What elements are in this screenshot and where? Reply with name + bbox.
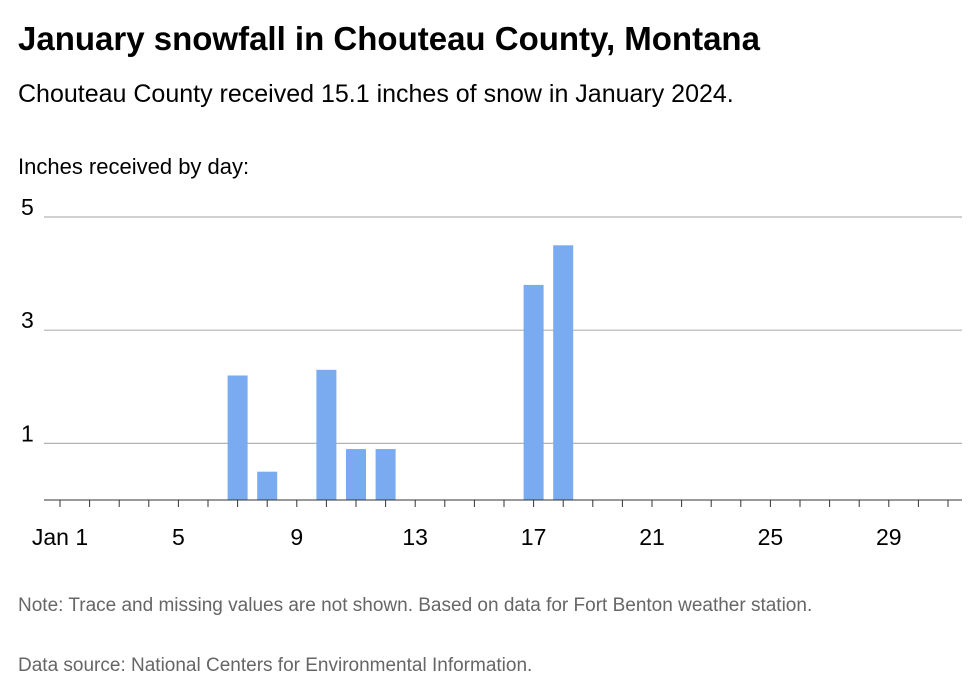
gridlines: 1 3 5 xyxy=(21,194,962,446)
bar-jan-7 xyxy=(227,375,248,500)
y-tick-label-1: 1 xyxy=(21,420,34,446)
bar-jan-17 xyxy=(523,284,544,500)
bar-jan-12 xyxy=(375,449,396,500)
chart-subtitle: Chouteau County received 15.1 inches of … xyxy=(18,80,734,108)
bar-jan-18 xyxy=(553,245,574,500)
x-tick-label-25: 25 xyxy=(758,524,784,550)
x-tick-label-17: 17 xyxy=(521,524,547,550)
y-tick-label-5: 5 xyxy=(21,194,34,220)
chart-title: January snowfall in Chouteau County, Mon… xyxy=(18,20,760,57)
bar-jan-8 xyxy=(257,471,278,500)
x-tick-label-9: 9 xyxy=(290,524,303,550)
x-tick-label-21: 21 xyxy=(639,524,665,550)
x-tick-label-13: 13 xyxy=(402,524,428,550)
y-axis-label: Inches received by day: xyxy=(18,154,250,179)
y-tick-label-3: 3 xyxy=(21,307,34,333)
bar-jan-10 xyxy=(316,369,337,500)
x-tick-label-29: 29 xyxy=(876,524,902,550)
data-source: Data source: National Centers for Enviro… xyxy=(18,655,533,676)
chart-note: Note: Trace and missing values are not s… xyxy=(18,595,813,616)
x-axis: Jan 1 5 9 13 17 21 25 29 xyxy=(32,499,962,550)
x-tick-label-5: 5 xyxy=(172,524,185,550)
bars xyxy=(227,245,574,500)
bar-jan-11 xyxy=(346,449,366,500)
x-tick-label-1: Jan 1 xyxy=(32,524,88,550)
snowfall-bar-chart: 135 Jan 1 5 9 13 17 21 25 29 xyxy=(21,194,962,550)
